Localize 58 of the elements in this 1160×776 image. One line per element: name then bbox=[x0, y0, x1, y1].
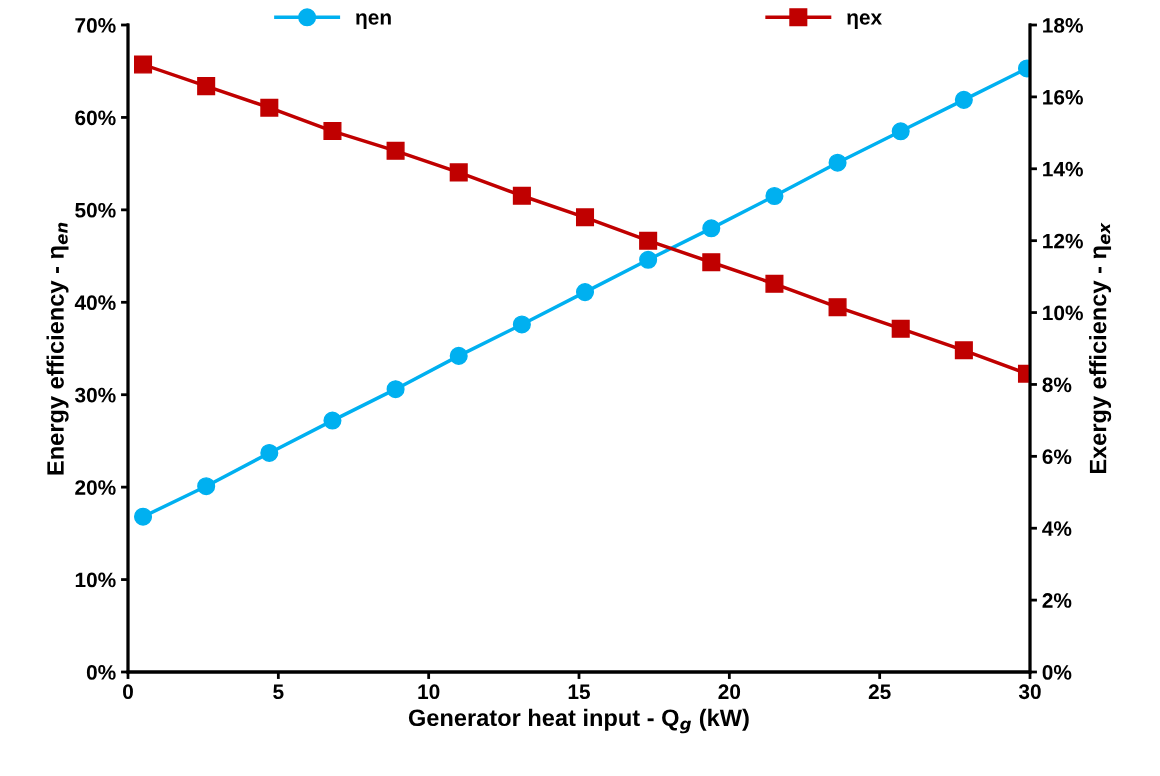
y2-tick-label: 18% bbox=[1043, 18, 1083, 33]
point bbox=[702, 219, 721, 238]
point bbox=[260, 98, 279, 117]
point bbox=[954, 341, 973, 360]
point bbox=[828, 298, 847, 317]
point bbox=[891, 319, 910, 338]
point bbox=[323, 411, 342, 430]
legend-label: ηen bbox=[356, 13, 391, 29]
x-tick-label: 15 bbox=[568, 684, 591, 700]
point bbox=[134, 507, 153, 526]
point bbox=[891, 122, 910, 141]
y-tick-label: 20% bbox=[75, 480, 116, 495]
x-tick-label: 10 bbox=[418, 684, 440, 700]
point bbox=[449, 346, 468, 365]
point bbox=[828, 153, 847, 172]
y-tick-label: 30% bbox=[74, 387, 116, 403]
y2-tick-label: 12% bbox=[1043, 233, 1083, 249]
y2-tick-label: 14% bbox=[1043, 161, 1083, 177]
x-tick-label: 20 bbox=[718, 684, 741, 700]
y-tick-label: 0% bbox=[86, 665, 116, 680]
point bbox=[134, 55, 153, 74]
y2-tick-label: 16% bbox=[1043, 89, 1083, 105]
y2-tick-label: 2% bbox=[1042, 593, 1072, 608]
point bbox=[575, 283, 595, 302]
point bbox=[260, 443, 279, 462]
y-tick-label: 50% bbox=[75, 202, 116, 218]
x-tick-label: 25 bbox=[868, 684, 891, 700]
point bbox=[449, 163, 468, 182]
x-tick-label: 5 bbox=[273, 684, 284, 700]
y2-tick-label: 0% bbox=[1042, 665, 1072, 680]
y-tick-label: 10% bbox=[75, 572, 116, 588]
y2-tick-label: 4% bbox=[1042, 521, 1072, 536]
y-tick-label: 70% bbox=[75, 18, 116, 33]
y2-tick-label: 8% bbox=[1042, 377, 1072, 393]
point bbox=[512, 186, 531, 205]
y-tick-label: 60% bbox=[75, 110, 116, 126]
point bbox=[197, 77, 216, 96]
point bbox=[765, 186, 784, 206]
point bbox=[323, 122, 342, 141]
point bbox=[197, 477, 216, 496]
y-tick-label: 40% bbox=[74, 295, 116, 311]
point bbox=[386, 380, 405, 399]
point bbox=[639, 231, 658, 250]
point bbox=[386, 141, 405, 160]
y2-tick-label: 6% bbox=[1042, 449, 1072, 465]
y2-axis-title: Exergy efficiency - η$_{ex}$ bbox=[1089, 222, 1112, 474]
x-tick-label: 30 bbox=[1018, 684, 1041, 700]
point bbox=[639, 250, 658, 269]
y2-tick-label: 10% bbox=[1043, 305, 1083, 321]
point bbox=[954, 90, 973, 109]
y-axis-title: Energy efficiency - η$_{en}$ bbox=[46, 222, 69, 475]
point bbox=[512, 315, 531, 334]
point bbox=[702, 253, 721, 272]
x-axis-title: Generator heat input - Q$_{g}$ (kW) bbox=[408, 708, 749, 734]
point bbox=[575, 208, 595, 227]
x-tick-label: 0 bbox=[123, 684, 133, 700]
point bbox=[765, 274, 784, 293]
legend-label: ηex bbox=[847, 13, 882, 29]
